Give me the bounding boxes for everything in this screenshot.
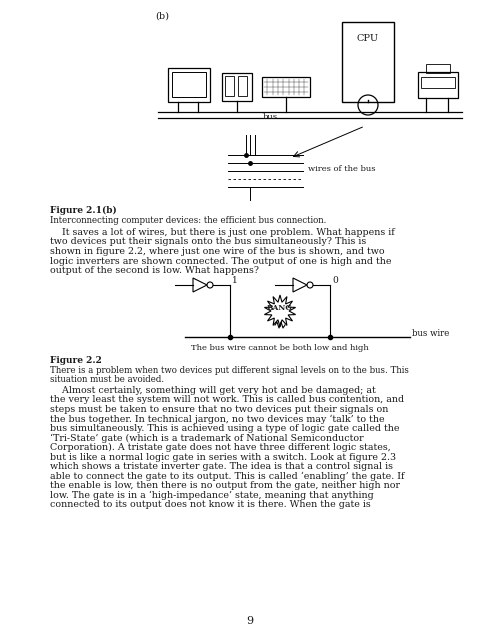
Text: It saves a lot of wires, but there is just one problem. What happens if: It saves a lot of wires, but there is ju… — [50, 228, 395, 237]
Text: There is a problem when two devices put different signal levels on to the bus. T: There is a problem when two devices put … — [50, 366, 409, 375]
Text: able to connect the gate to its output. This is called ‘enabling’ the gate. If: able to connect the gate to its output. … — [50, 471, 405, 481]
Text: Figure 2.2: Figure 2.2 — [50, 356, 102, 365]
Text: wires of the bus: wires of the bus — [308, 165, 376, 173]
Text: steps must be taken to ensure that no two devices put their signals on: steps must be taken to ensure that no tw… — [50, 405, 388, 414]
Text: the enable is low, then there is no output from the gate, neither high nor: the enable is low, then there is no outp… — [50, 481, 400, 490]
Bar — [225, 76, 234, 96]
Text: 0: 0 — [332, 276, 338, 285]
Text: situation must be avoided.: situation must be avoided. — [50, 375, 164, 383]
Bar — [238, 76, 247, 96]
Text: the very least the system will not work. This is called bus contention, and: the very least the system will not work.… — [50, 396, 404, 404]
Text: low. The gate is in a ‘high-impedance’ state, meaning that anything: low. The gate is in a ‘high-impedance’ s… — [50, 490, 374, 500]
Text: ‘Tri-State’ gate (which is a trademark of National Semiconductor: ‘Tri-State’ gate (which is a trademark o… — [50, 434, 364, 443]
Bar — [262, 77, 310, 97]
Text: Figure 2.1(b): Figure 2.1(b) — [50, 206, 117, 215]
Text: which shows a tristate inverter gate. The idea is that a control signal is: which shows a tristate inverter gate. Th… — [50, 462, 393, 471]
Bar — [168, 68, 210, 102]
Text: bus wire: bus wire — [412, 329, 450, 338]
Text: BANG: BANG — [267, 304, 293, 312]
Text: 1: 1 — [232, 276, 238, 285]
Bar — [222, 73, 252, 101]
Text: connected to its output does not know it is there. When the gate is: connected to its output does not know it… — [50, 500, 371, 509]
Text: bus: bus — [262, 113, 278, 121]
Text: but is like a normal logic gate in series with a switch. Look at figure 2.3: but is like a normal logic gate in serie… — [50, 452, 396, 461]
Bar — [426, 64, 450, 73]
Text: CPU: CPU — [357, 34, 379, 43]
Text: shown in figure 2.2, where just one wire of the bus is shown, and two: shown in figure 2.2, where just one wire… — [50, 247, 384, 256]
Text: output of the second is low. What happens?: output of the second is low. What happen… — [50, 266, 259, 275]
Bar — [342, 22, 394, 102]
Text: Interconnecting computer devices: the efficient bus connection.: Interconnecting computer devices: the ef… — [50, 216, 326, 225]
Bar — [421, 77, 455, 88]
Text: Almost certainly, something will get very hot and be damaged; at: Almost certainly, something will get ver… — [50, 386, 376, 395]
Text: the bus together. In technical jargon, no two devices may ‘talk’ to the: the bus together. In technical jargon, n… — [50, 415, 384, 424]
Text: (b): (b) — [155, 12, 169, 21]
Bar — [172, 72, 206, 97]
Bar — [418, 72, 458, 98]
Text: logic inverters are shown connected. The output of one is high and the: logic inverters are shown connected. The… — [50, 257, 392, 266]
Text: bus simultaneously. This is achieved using a type of logic gate called the: bus simultaneously. This is achieved usi… — [50, 424, 400, 433]
Text: two devices put their signals onto the bus simultaneously? This is: two devices put their signals onto the b… — [50, 238, 366, 247]
Text: 9: 9 — [246, 616, 254, 626]
Text: The bus wire cannot be both low and high: The bus wire cannot be both low and high — [191, 344, 369, 352]
Text: Corporation). A tristate gate does not have three different logic states,: Corporation). A tristate gate does not h… — [50, 443, 391, 452]
